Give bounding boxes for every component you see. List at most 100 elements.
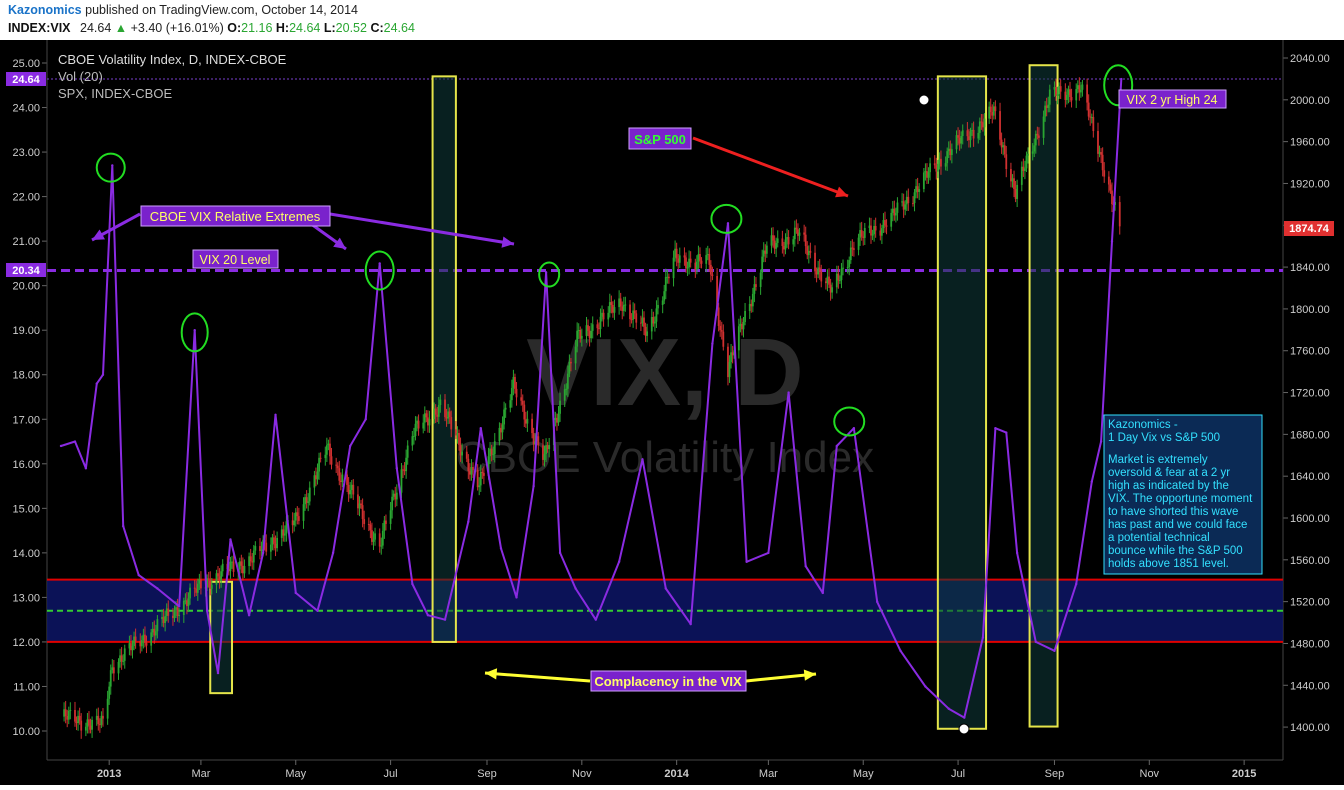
spx-candle-body — [977, 132, 980, 139]
spx-candle-body — [324, 454, 327, 459]
legend-series-title: CBOE Volatility Index, D, INDEX-CBOE — [58, 52, 287, 67]
close-label: C: — [370, 21, 384, 35]
spx-candle-body — [193, 587, 196, 589]
spx-candle-body — [1107, 176, 1110, 185]
spx-candle-body — [792, 239, 795, 245]
spx-candle-body — [711, 274, 714, 277]
spx-candle-body — [131, 646, 134, 651]
spx-candle-body — [395, 492, 398, 500]
open-value: 21.16 — [241, 21, 273, 35]
spx-candle-body — [178, 615, 181, 617]
vix-last-tag — [6, 72, 46, 86]
time-axis[interactable]: 2013 Mar May Jul Sep Nov 2014 Mar May Jul Sep Nov 20… — [97, 760, 1256, 780]
spx-candle-body — [280, 529, 283, 538]
spx-candle-body — [612, 304, 614, 313]
spx-candle-body — [100, 715, 103, 725]
spx-candle-body — [319, 457, 322, 459]
right-tick-label: 1840.00 — [1290, 262, 1330, 274]
vix-point — [947, 707, 950, 710]
publisher-link[interactable]: Kazonomics — [8, 3, 82, 17]
spx-candle-body — [1087, 102, 1090, 117]
spx-candle-body — [971, 129, 973, 132]
highlight-box — [936, 75, 988, 730]
spx-candle-body — [913, 192, 916, 204]
spx-candle-body — [918, 189, 921, 192]
spx-candle-body — [372, 539, 375, 542]
spx-candle-body — [243, 566, 246, 574]
vix-point — [804, 565, 807, 568]
complacency-callout: Complacency in the VIX — [590, 670, 747, 692]
spx-candle-body — [308, 487, 311, 502]
vix20-tag — [6, 263, 46, 277]
spx-candle-body — [249, 556, 252, 562]
right-price-axis[interactable]: 1400.00 1440.00 1480.00 1520.00 1560.00 1600.… — [1283, 53, 1330, 734]
time-tick-label: 2015 — [1232, 768, 1256, 780]
box-anchor-dot — [958, 723, 970, 735]
vix-point — [205, 609, 209, 612]
spx-candle-body — [357, 494, 359, 509]
arrow-layer — [91, 136, 849, 683]
spx-candle-body — [221, 563, 224, 572]
spx-candle-body — [815, 271, 818, 275]
extremes-arrow-head — [92, 229, 105, 240]
spx-candle-body — [947, 148, 950, 152]
vix-point — [364, 418, 367, 421]
left-tick-label: 15.00 — [12, 503, 40, 515]
spx-candle-body — [307, 501, 310, 503]
spx-candle-body — [510, 387, 513, 401]
spx-candle-body — [294, 512, 297, 521]
right-tick-label: 1480.00 — [1290, 638, 1330, 650]
vix-point — [137, 573, 140, 577]
vix-point — [745, 560, 748, 563]
spx-candle-body — [1079, 89, 1082, 93]
spx-candle-body — [851, 247, 854, 249]
spx-candle-body — [271, 537, 274, 545]
spx-candle-body — [74, 709, 76, 722]
spx-candle-body — [240, 561, 243, 566]
note-body-line: high as indicated by the — [1108, 480, 1229, 492]
spx-candle-body — [678, 255, 681, 263]
spx-candle-body — [346, 474, 348, 485]
vix-point — [261, 551, 265, 555]
left-price-axis[interactable]: 10.00 11.00 12.00 13.00 14.00 15.00 16.00 17.00… — [12, 58, 47, 738]
vix-point — [121, 524, 125, 528]
time-tick-label: Sep — [1045, 768, 1065, 780]
spx-candle-body — [666, 276, 669, 278]
spx-candle-body — [526, 418, 529, 424]
vix-point — [544, 271, 548, 274]
spx-candle-body — [776, 238, 779, 243]
spx-candle-body — [394, 493, 397, 500]
vix20-callout-box — [192, 249, 279, 269]
spx-candle-body — [727, 346, 729, 378]
note-frame — [1103, 414, 1263, 575]
spx-candle-body — [1075, 89, 1078, 101]
chart-area[interactable]: 10.00 11.00 12.00 13.00 14.00 15.00 16.00 17.00… — [0, 40, 1344, 785]
spx-candle-body — [283, 533, 286, 536]
high-value: 24.64 — [289, 21, 321, 35]
spx-candle-body — [653, 321, 656, 324]
vix-point — [641, 458, 644, 461]
spx-candle-body — [405, 457, 408, 472]
spx-candle-body — [650, 317, 653, 332]
spx-candle-body — [980, 121, 983, 123]
extreme-circle — [95, 152, 126, 183]
spx-candle-body — [804, 234, 807, 247]
sp500-callout-text: S&P 500 — [634, 132, 686, 147]
spx-candle-body — [599, 316, 602, 329]
spx-candle-body — [444, 399, 446, 418]
spx-candle-body — [165, 608, 168, 616]
spx-candle-body — [232, 561, 235, 572]
spx-candle-body — [1090, 117, 1093, 119]
spx-candle-body — [563, 389, 566, 401]
spx-candle-body — [251, 561, 254, 563]
spx-candle-body — [955, 135, 958, 150]
spx-candle-body — [674, 248, 677, 258]
spx-candle-body — [716, 276, 718, 308]
spx-candle-body — [130, 643, 132, 651]
vix-point — [515, 596, 518, 599]
vix-point — [316, 609, 319, 612]
spx-candle-body — [1059, 86, 1062, 92]
spx-candle-body — [325, 445, 328, 455]
spx-candle-body — [915, 186, 917, 193]
vix-spx-chart[interactable]: 10.00 11.00 12.00 13.00 14.00 15.00 16.00 17.00… — [0, 40, 1344, 785]
